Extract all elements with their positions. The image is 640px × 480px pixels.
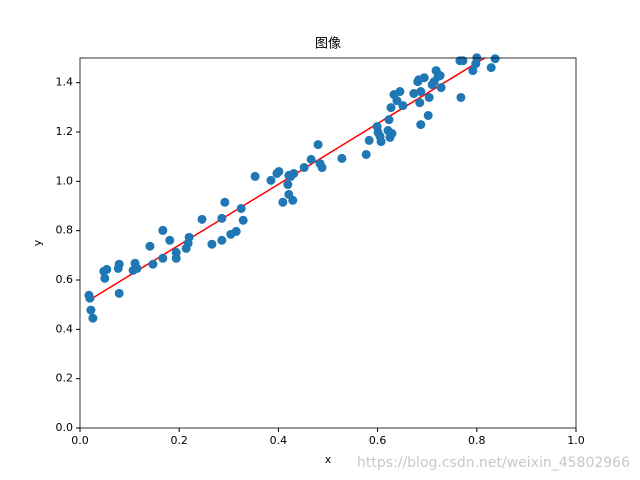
x-tick-label: 0.4 [270,434,288,447]
scatter-point [392,96,402,106]
scatter-point [114,259,124,269]
scatter-point [416,120,426,130]
y-tick-label: 1.4 [56,76,74,89]
scatter-point [306,154,316,164]
scatter-point [207,239,217,249]
scatter-point [250,171,260,181]
scatter-point [278,197,288,207]
scatter-point [289,168,299,178]
scatter-point [416,87,426,97]
y-tick-label: 0.4 [56,322,74,335]
scatter-point [158,253,168,263]
scatter-point [266,175,276,185]
scatter-point [148,259,158,269]
x-tick-label: 0.0 [71,434,89,447]
scatter-point [100,273,110,283]
scatter-point [102,264,112,274]
chart-title: 图像 [315,37,341,52]
scatter-point [423,110,433,120]
scatter-point [436,83,446,93]
scatter-point [415,98,425,108]
x-axis-label: x [325,453,332,466]
scatter-point [145,241,155,251]
scatter-point [387,128,397,138]
scatter-point [231,226,241,236]
scatter-point [419,73,429,83]
scatter-point [236,203,246,213]
scatter-point [468,66,478,76]
scatter-point [490,54,500,64]
x-tick-label: 0.8 [468,434,486,447]
y-tick-label: 1.2 [56,125,74,138]
scatter-point [313,140,323,150]
scatter-point [364,135,374,145]
scatter-point [486,63,496,73]
scatter-point [88,313,98,323]
scatter-point [376,137,386,147]
y-tick-label: 0.6 [56,273,74,286]
scatter-point [238,215,248,225]
scatter-point [456,92,466,102]
scatter-point [458,56,468,66]
scatter-point [132,263,142,273]
scatter-point [317,163,327,173]
axes-frame [79,57,577,429]
scatter-point [409,89,419,99]
scatter-point [184,232,194,242]
scatter-point [158,225,168,235]
scatter-point [217,213,227,223]
scatter-point [217,235,227,245]
scatter-point [384,115,394,125]
scatter-point [274,166,284,176]
y-tick-label: 1.0 [56,174,74,187]
scatter-point [398,101,408,111]
x-tick-label: 0.6 [369,434,387,447]
scatter-point [220,197,230,207]
scatter-point [165,235,175,245]
scatter-point [386,103,396,113]
scatter-point [299,163,309,173]
y-tick-label: 0.2 [56,372,74,385]
y-tick-label: 0.0 [56,421,74,434]
scatter-point [288,195,298,205]
y-axis-label: y [31,239,44,246]
scatter-point [337,153,347,163]
scatter-point [361,149,371,159]
scatter-point [171,253,181,263]
scatter-point [114,288,124,298]
scatter-point [86,305,96,315]
scatter-point [424,92,434,102]
scatter-point [283,180,293,190]
x-tick-label: 0.2 [170,434,188,447]
y-tick-label: 0.8 [56,224,74,237]
x-tick-label: 1.0 [567,434,585,447]
watermark: https://blog.csdn.net/weixin_45802966 [357,455,630,471]
scatter-point [435,71,445,81]
scatter-point [85,293,95,303]
scatter-point [197,214,207,224]
scatter-point [395,87,405,97]
